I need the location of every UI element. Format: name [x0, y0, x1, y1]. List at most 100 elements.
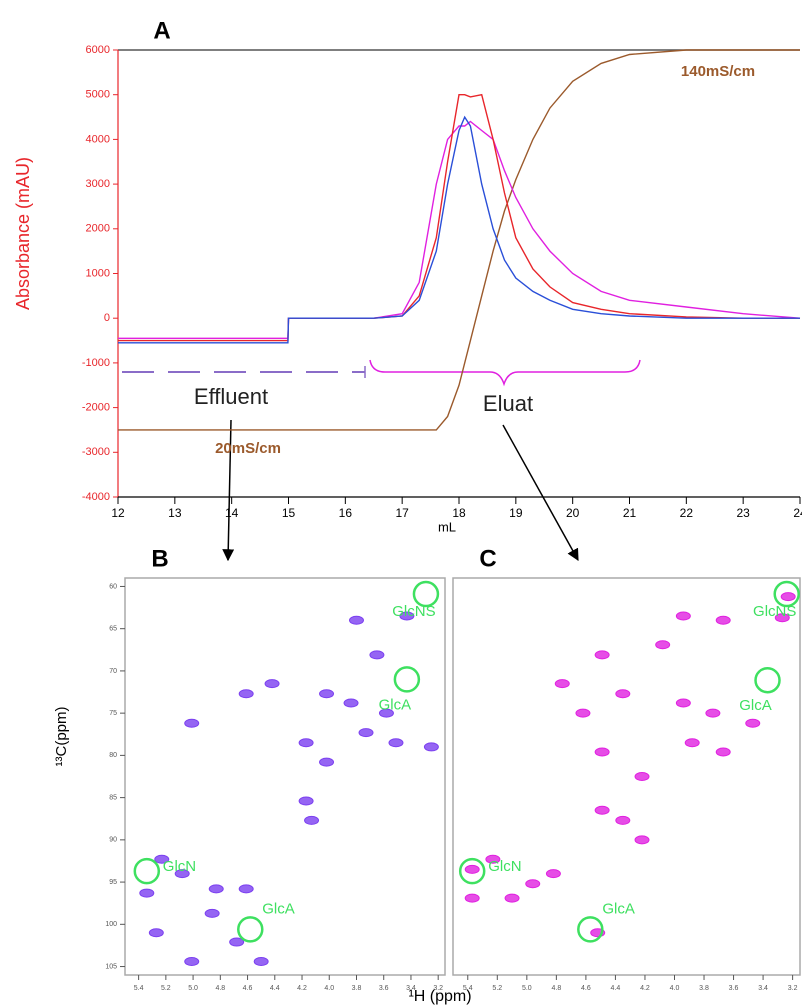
peak: [675, 611, 691, 621]
peak: [298, 738, 314, 748]
peak: [319, 689, 335, 699]
peak: [399, 611, 415, 621]
y-tick-label: 0: [104, 312, 110, 324]
x-tick-label: 3.8: [352, 985, 362, 992]
y-tick-label: 90: [109, 837, 117, 844]
peak-label: GlcA: [739, 697, 772, 714]
peak: [745, 718, 761, 728]
arrow: [502, 424, 579, 562]
y-tick-label: -2000: [82, 402, 110, 414]
peak-label: GlcA: [262, 900, 295, 917]
series-line: [118, 49, 800, 431]
plot-frame: [452, 577, 801, 976]
y-tick-label: 85: [109, 794, 117, 801]
peak: [298, 796, 314, 806]
peak: [154, 854, 170, 864]
y-tick-label: 105: [105, 963, 117, 970]
peak: [634, 835, 650, 845]
peak: [208, 884, 224, 894]
y-axis-label: ¹³C(ppm): [53, 707, 70, 767]
x-tick-label: 17: [395, 506, 409, 520]
series-line: [118, 120, 801, 339]
peak-label: GlcNS: [392, 603, 435, 620]
peak: [253, 956, 269, 966]
x-tick-label: 5.0: [188, 985, 198, 992]
peak-marker: [458, 857, 486, 885]
annotation: Eluat: [483, 391, 533, 416]
y-tick-label: 3000: [86, 178, 110, 190]
panel-label: A: [153, 17, 170, 44]
peak: [304, 815, 320, 825]
x-tick-label: 4.6: [243, 985, 253, 992]
arrow: [222, 419, 235, 562]
y-tick-label: 1000: [86, 267, 110, 279]
peak: [464, 864, 480, 874]
peak: [545, 869, 561, 879]
peak-label: GlcNS: [753, 603, 796, 620]
x-tick-label: 14: [225, 506, 239, 520]
x-tick-label: 4.4: [270, 985, 280, 992]
panel-label: C: [479, 545, 496, 572]
x-tick-label: 15: [282, 506, 296, 520]
peak: [139, 888, 155, 898]
peak-marker: [754, 666, 781, 694]
annotation: 20mS/cm: [215, 440, 281, 457]
y-tick-label: 70: [109, 668, 117, 675]
peak: [264, 679, 280, 689]
peak: [485, 854, 501, 864]
peak: [780, 592, 796, 602]
y-tick-label: 60: [109, 583, 117, 590]
peak: [369, 650, 385, 660]
y-tick-label: 2000: [86, 223, 110, 235]
x-tick-label: 5.4: [463, 985, 473, 992]
series-line: [118, 115, 800, 344]
x-tick-label: 3.4: [406, 985, 416, 992]
peak: [615, 815, 631, 825]
x-tick-label: 4.0: [670, 985, 680, 992]
peak: [655, 640, 671, 650]
x-tick-label: 3.2: [788, 985, 798, 992]
x-tick-label: 5.2: [492, 985, 502, 992]
y-tick-label: 95: [109, 879, 117, 886]
peak-label: GlcN: [163, 858, 196, 875]
x-tick-label: 21: [623, 506, 637, 520]
peak-marker: [237, 916, 264, 943]
y-tick-label: 100: [105, 921, 117, 928]
x-tick-label: 4.6: [581, 985, 591, 992]
peak: [594, 747, 610, 757]
peak-marker: [133, 857, 161, 885]
x-tick-label: 4.8: [215, 985, 225, 992]
x-axis-label: mL: [438, 519, 456, 534]
peak: [358, 728, 374, 738]
peak: [348, 615, 364, 625]
x-tick-label: 4.2: [297, 985, 307, 992]
x-tick-label: 5.0: [522, 985, 532, 992]
x-tick-label: 18: [452, 506, 466, 520]
x-tick-label: 12: [111, 506, 125, 520]
x-tick-label: 4.4: [611, 985, 621, 992]
x-tick-label: 20: [566, 506, 580, 520]
peak: [204, 908, 220, 918]
peak: [774, 613, 790, 623]
x-tick-label: 13: [168, 506, 182, 520]
y-tick-label: -4000: [82, 491, 110, 503]
peak: [554, 679, 570, 689]
peak: [378, 708, 394, 718]
peak: [343, 698, 359, 708]
panel-label: B: [151, 545, 168, 572]
y-tick-label: 75: [109, 710, 117, 717]
peak: [148, 928, 164, 938]
x-tick-label: 4.0: [324, 985, 334, 992]
peak: [174, 869, 190, 879]
y-tick-label: 4000: [86, 133, 110, 145]
peak: [184, 718, 200, 728]
peak-marker: [773, 580, 800, 608]
peak: [184, 956, 200, 966]
peak: [464, 893, 480, 903]
y-tick-label: 6000: [86, 44, 110, 56]
peak-label: GlcN: [488, 858, 521, 875]
x-tick-label: 5.2: [161, 985, 171, 992]
plot-frame: [124, 577, 446, 976]
peak: [675, 698, 691, 708]
